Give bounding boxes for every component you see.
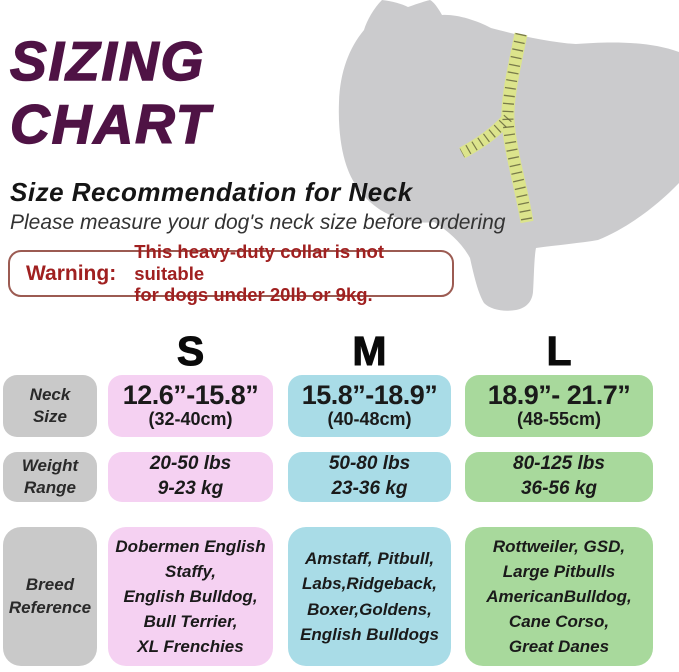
neck-size-inches-m: 15.8”-18.9”: [301, 380, 438, 411]
row-label-neck-size-text: Neck Size: [29, 384, 71, 426]
weight-range-cell-l: 80-125 lbs 36-56 kg: [465, 452, 653, 502]
weight-range-cell-s: 20-50 lbs 9-23 kg: [108, 452, 273, 502]
neck-size-cell-l: 18.9”- 21.7” (48-55cm): [465, 375, 653, 437]
neck-size-cell-m: 15.8”-18.9” (40-48cm): [288, 375, 451, 437]
page-title: SIZING CHART: [9, 29, 212, 156]
size-header-s: S: [176, 327, 205, 374]
size-header-l: L: [546, 327, 572, 374]
warning-message: This heavy-duty collar is not suitable f…: [134, 241, 385, 306]
measuring-tape-branch: [459, 114, 513, 159]
neck-size-cell-s: 12.6”-15.8” (32-40cm): [108, 375, 273, 437]
row-label-neck-size: Neck Size: [3, 375, 97, 437]
neck-size-inches-s: 12.6”-15.8”: [122, 380, 259, 411]
neck-size-cm-m: (40-48cm): [327, 408, 412, 429]
breed-reference-cell-m: Amstaff, Pitbull, Labs,Ridgeback, Boxer,…: [288, 527, 451, 666]
breed-list-s: Dobermen English Staffy, English Bulldog…: [115, 536, 266, 657]
warning-box: Warning: This heavy-duty collar is not s…: [8, 241, 454, 305]
row-label-weight-range-text: Weight Range: [21, 455, 79, 497]
page-subtitle: Size Recommendation for Neck: [10, 177, 413, 207]
weight-range-l: 80-125 lbs 36-56 kg: [513, 453, 605, 499]
neck-size-cm-l: (48-55cm): [516, 408, 602, 429]
neck-size-cm-s: (32-40cm): [148, 408, 233, 429]
size-header-m: M: [352, 327, 387, 374]
page-title-line1: SIZING: [9, 29, 206, 93]
weight-range-s: 20-50 lbs 9-23 kg: [149, 453, 232, 499]
breed-list-m: Amstaff, Pitbull, Labs,Ridgeback, Boxer,…: [300, 549, 439, 644]
row-label-weight-range: Weight Range: [3, 452, 97, 502]
page-title-line2: CHART: [9, 92, 212, 156]
dog-silhouette-illustration: [338, 0, 679, 311]
row-label-breed-reference: Breed Reference: [3, 527, 97, 666]
row-label-breed-reference-text: Breed Reference: [8, 575, 92, 617]
weight-range-m: 50-80 lbs 23-36 kg: [328, 453, 411, 499]
breed-reference-cell-s: Dobermen English Staffy, English Bulldog…: [108, 527, 273, 666]
measure-note: Please measure your dog's neck size befo…: [10, 211, 506, 234]
breed-list-l: Rottweiler, GSD, Large Pitbulls American…: [486, 536, 632, 657]
breed-reference-cell-l: Rottweiler, GSD, Large Pitbulls American…: [465, 527, 653, 666]
weight-range-cell-m: 50-80 lbs 23-36 kg: [288, 452, 451, 502]
neck-size-inches-l: 18.9”- 21.7”: [487, 380, 631, 411]
warning-label: Warning:: [26, 261, 117, 285]
